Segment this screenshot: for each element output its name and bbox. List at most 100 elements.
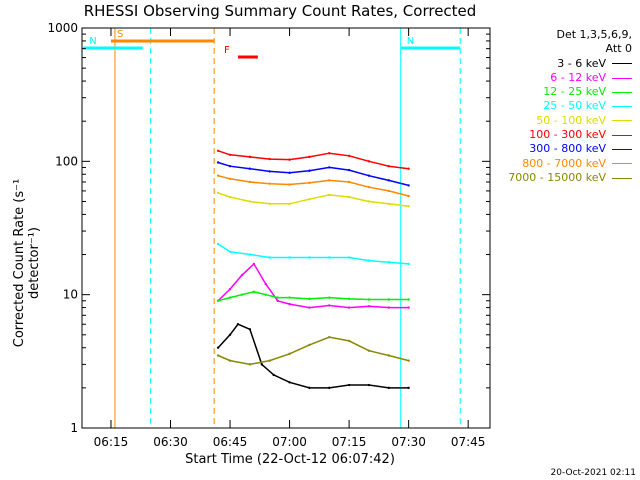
legend-swatch-1 xyxy=(612,77,632,79)
data-point-1-8 xyxy=(328,304,331,307)
data-point-7-4 xyxy=(288,183,291,186)
data-point-8-5 xyxy=(308,343,311,347)
data-point-2-10 xyxy=(367,298,371,301)
series-line-5 xyxy=(217,150,409,170)
data-point-0-4 xyxy=(260,363,263,366)
legend-item-6: 300 - 800 keV xyxy=(508,142,632,156)
data-point-5-1 xyxy=(228,153,232,156)
legend-swatch-7 xyxy=(612,163,632,165)
data-point-5-0 xyxy=(216,149,220,152)
data-point-8-0 xyxy=(216,354,220,357)
legend-header-line2: Att 0 xyxy=(605,42,632,56)
data-point-0-6 xyxy=(288,381,291,384)
data-point-1-2 xyxy=(240,273,244,277)
data-point-4-4 xyxy=(288,202,291,206)
data-point-7-8 xyxy=(367,185,371,189)
data-point-0-1 xyxy=(228,333,232,337)
data-point-4-0 xyxy=(216,191,220,195)
legend-label-0: 3 - 6 keV xyxy=(557,56,606,70)
data-point-2-3 xyxy=(252,290,256,294)
data-point-0-5 xyxy=(272,373,275,377)
legend-label-6: 300 - 800 keV xyxy=(529,142,606,156)
data-point-0-9 xyxy=(347,383,351,387)
data-point-5-2 xyxy=(248,155,252,159)
data-point-1-4 xyxy=(264,282,267,286)
legend-label-7: 800 - 7000 keV xyxy=(522,156,606,170)
data-point-6-5 xyxy=(308,169,311,172)
data-point-0-12 xyxy=(407,386,410,390)
data-point-5-8 xyxy=(367,160,371,163)
data-point-5-10 xyxy=(407,167,410,170)
series-line-0 xyxy=(217,323,409,389)
data-point-5-6 xyxy=(328,152,331,155)
y-tick-label-0: 1 xyxy=(70,421,78,435)
plot-frame xyxy=(81,27,491,429)
data-point-6-1 xyxy=(228,164,232,168)
legend-label-1: 6 - 12 keV xyxy=(550,70,606,84)
data-point-8-2 xyxy=(248,363,252,366)
data-point-2-7 xyxy=(308,297,311,301)
timestamp: 20-Oct-2021 02:11 xyxy=(550,468,636,478)
status-label-0: S xyxy=(117,29,123,40)
data-point-7-5 xyxy=(308,181,311,185)
data-point-3-9 xyxy=(387,261,390,264)
y-tick-label-1: 10 xyxy=(63,288,78,302)
legend-item-0: 3 - 6 keV xyxy=(508,57,632,71)
legend-swatch-5 xyxy=(612,134,632,136)
data-point-7-7 xyxy=(347,180,351,184)
data-point-0-7 xyxy=(308,386,311,390)
chart-title: RHESSI Observing Summary Count Rates, Co… xyxy=(83,2,477,20)
data-point-3-1 xyxy=(228,250,232,253)
x-tick-label-3: 07:00 xyxy=(272,435,307,449)
data-point-4-7 xyxy=(347,195,351,199)
data-point-0-8 xyxy=(328,386,331,390)
data-point-8-1 xyxy=(228,359,232,362)
legend-swatch-6 xyxy=(612,149,632,151)
status-label-3: F xyxy=(224,45,230,56)
data-point-3-0 xyxy=(216,242,220,246)
legend-item-2: 12 - 25 keV xyxy=(508,85,632,99)
data-point-2-8 xyxy=(328,296,331,299)
legend-item-1: 6 - 12 keV xyxy=(508,71,632,85)
data-point-6-10 xyxy=(407,184,410,187)
data-point-1-11 xyxy=(387,306,390,309)
data-point-8-7 xyxy=(347,339,351,343)
status-label-2: N xyxy=(407,36,414,47)
data-point-3-4 xyxy=(288,256,291,259)
data-point-1-3 xyxy=(252,262,256,266)
data-point-4-3 xyxy=(268,202,271,206)
data-point-2-1 xyxy=(228,296,232,299)
data-point-0-0 xyxy=(216,346,220,349)
data-point-6-6 xyxy=(328,166,331,169)
data-point-1-10 xyxy=(367,304,371,308)
series-line-2 xyxy=(217,291,409,302)
data-point-4-6 xyxy=(328,193,331,197)
series-line-1 xyxy=(217,262,409,309)
data-point-7-3 xyxy=(268,182,271,185)
series-line-3 xyxy=(217,243,409,265)
data-point-6-7 xyxy=(347,168,351,172)
data-point-1-9 xyxy=(347,306,351,309)
legend-label-5: 100 - 300 keV xyxy=(529,128,606,142)
x-tick-label-2: 06:45 xyxy=(213,435,248,449)
data-point-3-2 xyxy=(248,253,252,256)
x-tick-label-4: 07:15 xyxy=(332,435,367,449)
data-point-5-4 xyxy=(288,158,291,161)
legend-item-5: 100 - 300 keV xyxy=(508,128,632,142)
data-point-3-8 xyxy=(367,259,371,262)
data-point-8-4 xyxy=(288,352,291,356)
series-line-4 xyxy=(217,192,409,208)
data-point-8-6 xyxy=(328,335,331,339)
y-axis-label: Corrected Count Rate (s⁻¹ detector⁻¹) xyxy=(12,178,42,348)
legend-label-3: 25 - 50 keV xyxy=(543,99,606,113)
legend-label-8: 7000 - 15000 keV xyxy=(508,170,606,184)
y-tick-label-3: 1000 xyxy=(47,21,78,35)
data-point-2-12 xyxy=(407,298,410,301)
data-point-2-4 xyxy=(264,293,267,296)
data-point-1-7 xyxy=(308,306,311,309)
data-point-3-6 xyxy=(328,256,331,259)
data-point-2-9 xyxy=(347,297,351,301)
data-point-1-6 xyxy=(288,302,291,306)
x-axis-label: Start Time (22-Oct-12 06:07:42) xyxy=(185,452,395,467)
